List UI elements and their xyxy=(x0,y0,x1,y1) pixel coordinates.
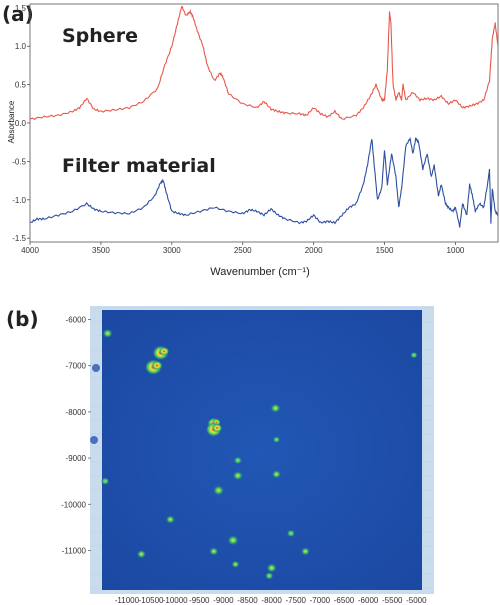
edge-blob xyxy=(90,436,98,444)
particle-hotspot xyxy=(286,529,296,538)
spectrum-y-axis-title: Absorbance xyxy=(7,100,16,143)
particle-hotspot xyxy=(300,546,311,556)
particle-hotspot xyxy=(102,328,114,339)
x-tick-label: 4000 xyxy=(21,246,39,255)
particle-hotspot xyxy=(232,470,244,481)
map-x-tick-label: -11000 xyxy=(115,596,140,605)
particle-hotspot xyxy=(100,477,110,486)
x-tick-label: 3000 xyxy=(163,246,181,255)
map-x-tick-label: -8000 xyxy=(261,596,282,605)
x-tick-label: 2000 xyxy=(305,246,323,255)
particle-hotspot xyxy=(272,436,281,444)
map-x-tick-label: -9000 xyxy=(213,596,234,605)
spectrum-x-axis-title: Wavenumber (cm⁻¹) xyxy=(210,266,310,278)
particle-hotspot xyxy=(136,549,147,559)
particle-hotspot xyxy=(227,534,240,546)
particle-hotspot xyxy=(271,469,282,479)
filter-series-label: Filter material xyxy=(62,155,216,177)
particle-hotspot xyxy=(158,346,170,356)
sphere-series-label: Sphere xyxy=(62,25,138,47)
y-tick-label: 1.5 xyxy=(15,4,27,13)
sphere-spectrum-line xyxy=(30,5,498,120)
x-tick-label: 1000 xyxy=(447,246,465,255)
map-y-tick-label: -10000 xyxy=(61,500,86,509)
y-tick-label: -0.5 xyxy=(12,157,26,166)
y-tick-label: -1.0 xyxy=(12,196,26,205)
filter-spectrum-line xyxy=(30,136,498,228)
map-x-tick-label: -5500 xyxy=(382,596,403,605)
map-y-tick-label: -6000 xyxy=(66,316,87,325)
map-x-tick-label: -7000 xyxy=(310,596,331,605)
x-tick-label: 2500 xyxy=(234,246,252,255)
x-tick-label: 3500 xyxy=(92,246,110,255)
particle-hotspot xyxy=(208,546,219,556)
map-x-tick-label: -9500 xyxy=(189,596,210,605)
map-y-tick-label: -8000 xyxy=(66,408,87,417)
map-x-tick-label: -6500 xyxy=(334,596,355,605)
particle-hotspot xyxy=(266,562,278,573)
map-x-tick-label: -6000 xyxy=(358,596,379,605)
map-x-tick-label: -5000 xyxy=(406,596,427,605)
map-background xyxy=(102,310,422,590)
particle-hotspot xyxy=(270,403,282,414)
particle-hotspot xyxy=(264,571,274,580)
y-tick-label: 0.5 xyxy=(15,81,27,90)
particle-hotspot xyxy=(233,456,243,465)
map-x-tick-label: -8500 xyxy=(237,596,258,605)
y-tick-label: 1.0 xyxy=(15,42,27,51)
particle-hotspot xyxy=(151,360,163,371)
map-x-tick-label: -7500 xyxy=(286,596,307,605)
map-x-tick-label: -10500 xyxy=(139,596,164,605)
x-tick-label: 1500 xyxy=(376,246,394,255)
map-y-tick-label: -9000 xyxy=(66,454,87,463)
map-y-tick-label: -7000 xyxy=(66,362,87,371)
map-x-tick-label: -10000 xyxy=(163,596,188,605)
panel-a-label: (a) xyxy=(2,2,34,26)
particle-hotspot xyxy=(410,351,418,359)
y-tick-label: -1.5 xyxy=(12,234,26,243)
edge-blob xyxy=(92,364,100,372)
particle-map: -6000-7000-8000-9000-10000-11000-11000 -1… xyxy=(61,306,434,605)
particle-hotspot xyxy=(211,423,223,433)
particle-hotspot xyxy=(212,484,225,496)
y-tick-label: 0.0 xyxy=(15,119,27,128)
spectrum-chart: 4000 3500 3000 2500 2000 1500 1000 1.5 1.0 0.5 0.0… xyxy=(12,3,499,255)
particle-hotspot xyxy=(231,560,240,569)
map-y-tick-label: -11000 xyxy=(62,546,87,555)
panel-b-label: (b) xyxy=(6,307,39,331)
particle-hotspot xyxy=(165,514,176,524)
